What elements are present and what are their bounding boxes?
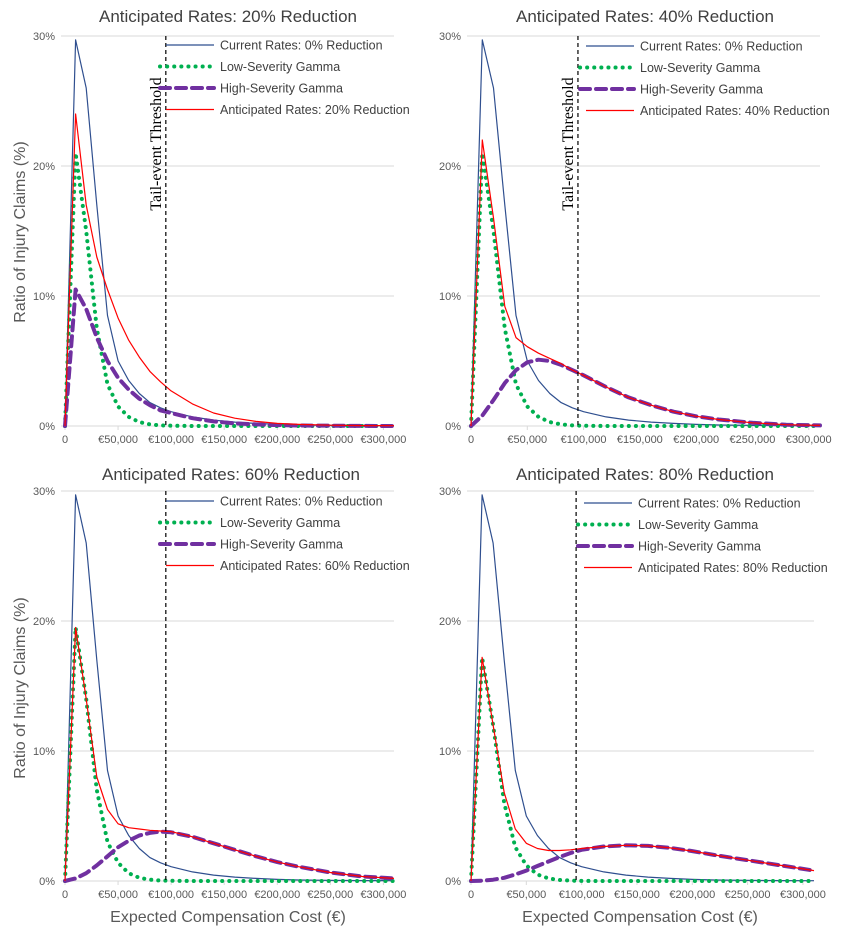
- legend-label-anticipated: Anticipated Rates: 80% Reduction: [638, 561, 828, 575]
- x-tick-label: €100,000: [148, 889, 194, 901]
- y-tick-label: 10%: [439, 291, 461, 303]
- x-tick-label: €50,000: [98, 889, 138, 901]
- series-line-low: [469, 151, 822, 428]
- legend-label-current: Current Rates: 0% Reduction: [638, 497, 801, 511]
- legend-label-high: High-Severity Gamma: [220, 538, 343, 552]
- x-axis-title-left: Expected Compensation Cost (€): [110, 909, 346, 926]
- x-tick-label: €300,000: [360, 434, 406, 446]
- x-tick-label: €100,000: [559, 889, 605, 901]
- x-tick-label: €100,000: [561, 434, 607, 446]
- legend: Current Rates: 0% Reduction Low-Severity …: [578, 40, 830, 118]
- chart-panel-1: Anticipated Rates: 20% Reduction 0% 10% 20%…: [33, 7, 410, 446]
- legend-label-low: Low-Severity Gamma: [640, 61, 760, 75]
- legend-label-anticipated: Anticipated Rates: 40% Reduction: [640, 104, 830, 118]
- x-tick-label: €200,000: [254, 889, 300, 901]
- series-line-current: [64, 494, 395, 882]
- x-tick-label: 0: [468, 434, 474, 446]
- series-line-anticipated: [64, 113, 395, 427]
- chart-panel-2: Anticipated Rates: 40% Reduction 0% 10% 20%…: [439, 7, 832, 446]
- chart-title: Anticipated Rates: 40% Reduction: [516, 7, 774, 26]
- y-tick-label: 0%: [39, 421, 55, 433]
- y-axis-title-bottom: Ratio of Injury Claims (%): [12, 597, 29, 778]
- x-tick-label: €200,000: [673, 434, 719, 446]
- x-tick-label: €150,000: [617, 434, 663, 446]
- x-axis-title-right: Expected Compensation Cost (€): [522, 909, 758, 926]
- chart-title: Anticipated Rates: 60% Reduction: [102, 465, 360, 484]
- series-line-high: [469, 357, 822, 428]
- x-tick-label: 0: [62, 434, 68, 446]
- x-tick-label: €50,000: [507, 434, 547, 446]
- x-tick-label: €50,000: [506, 889, 546, 901]
- legend-label-low: Low-Severity Gamma: [220, 516, 340, 530]
- x-tick-label: €150,000: [201, 434, 247, 446]
- series-line-low: [469, 655, 816, 883]
- legend-label-current: Current Rates: 0% Reduction: [640, 40, 803, 54]
- y-tick-label: 30%: [439, 31, 461, 43]
- y-tick-label: 0%: [445, 876, 461, 888]
- y-tick-label: 0%: [39, 876, 55, 888]
- y-tick-label: 30%: [33, 31, 55, 43]
- series-line-current: [470, 39, 821, 427]
- y-tick-label: 30%: [439, 486, 461, 498]
- x-tick-label: €150,000: [614, 889, 660, 901]
- x-tick-label: €100,000: [148, 434, 194, 446]
- x-tick-label: €250,000: [307, 889, 353, 901]
- series-line-anticipated: [64, 626, 395, 882]
- series-line-low: [63, 625, 396, 883]
- series-line-high: [63, 287, 396, 428]
- legend-label-high: High-Severity Gamma: [640, 83, 763, 97]
- legend: Current Rates: 0% Reduction Low-Severity …: [158, 495, 410, 573]
- series-line-current: [64, 39, 395, 427]
- y-tick-label: 20%: [33, 616, 55, 628]
- chart-panel-3: Anticipated Rates: 60% Reduction 0% 10% 20%…: [33, 465, 410, 901]
- legend-label-high: High-Severity Gamma: [638, 540, 761, 554]
- tail-event-threshold-label: Tail-event Threshold: [560, 77, 577, 210]
- y-tick-label: 10%: [33, 291, 55, 303]
- legend-label-anticipated: Anticipated Rates: 20% Reduction: [220, 103, 410, 117]
- x-tick-label: €200,000: [254, 434, 300, 446]
- y-tick-label: 20%: [439, 616, 461, 628]
- legend-label-current: Current Rates: 0% Reduction: [220, 39, 383, 53]
- legend-label-current: Current Rates: 0% Reduction: [220, 495, 383, 509]
- y-tick-label: 30%: [33, 486, 55, 498]
- chart-title: Anticipated Rates: 80% Reduction: [516, 465, 774, 484]
- legend-label-high: High-Severity Gamma: [220, 82, 343, 96]
- x-tick-label: €250,000: [730, 434, 776, 446]
- x-tick-label: €200,000: [669, 889, 715, 901]
- legend-label-low: Low-Severity Gamma: [638, 518, 758, 532]
- series-line-high: [469, 843, 816, 883]
- y-tick-label: 10%: [439, 746, 461, 758]
- chart-title: Anticipated Rates: 20% Reduction: [99, 7, 357, 26]
- y-tick-label: 20%: [439, 161, 461, 173]
- legend: Current Rates: 0% Reduction Low-Severity …: [158, 39, 410, 117]
- legend-label-low: Low-Severity Gamma: [220, 60, 340, 74]
- chart-panel-4: Anticipated Rates: 80% Reduction 0% 10% 20%…: [439, 465, 828, 901]
- series-line-anticipated: [470, 139, 821, 427]
- tail-event-threshold-label: Tail-event Threshold: [148, 77, 165, 210]
- x-tick-label: €250,000: [307, 434, 353, 446]
- x-tick-label: €250,000: [725, 889, 771, 901]
- x-tick-label: €300,000: [786, 434, 832, 446]
- x-tick-label: €300,000: [360, 889, 406, 901]
- y-tick-label: 10%: [33, 746, 55, 758]
- y-axis-title-top: Ratio of Injury Claims (%): [12, 141, 29, 322]
- x-tick-label: €150,000: [201, 889, 247, 901]
- series-line-low: [63, 151, 396, 428]
- x-tick-label: €50,000: [98, 434, 138, 446]
- x-tick-label: 0: [468, 889, 474, 901]
- y-tick-label: 0%: [445, 421, 461, 433]
- x-tick-label: 0: [62, 889, 68, 901]
- legend-label-anticipated: Anticipated Rates: 60% Reduction: [220, 559, 410, 573]
- legend: Current Rates: 0% Reduction Low-Severity …: [576, 497, 828, 575]
- series-line-high: [63, 829, 396, 883]
- x-tick-label: €300,000: [780, 889, 826, 901]
- y-tick-label: 20%: [33, 161, 55, 173]
